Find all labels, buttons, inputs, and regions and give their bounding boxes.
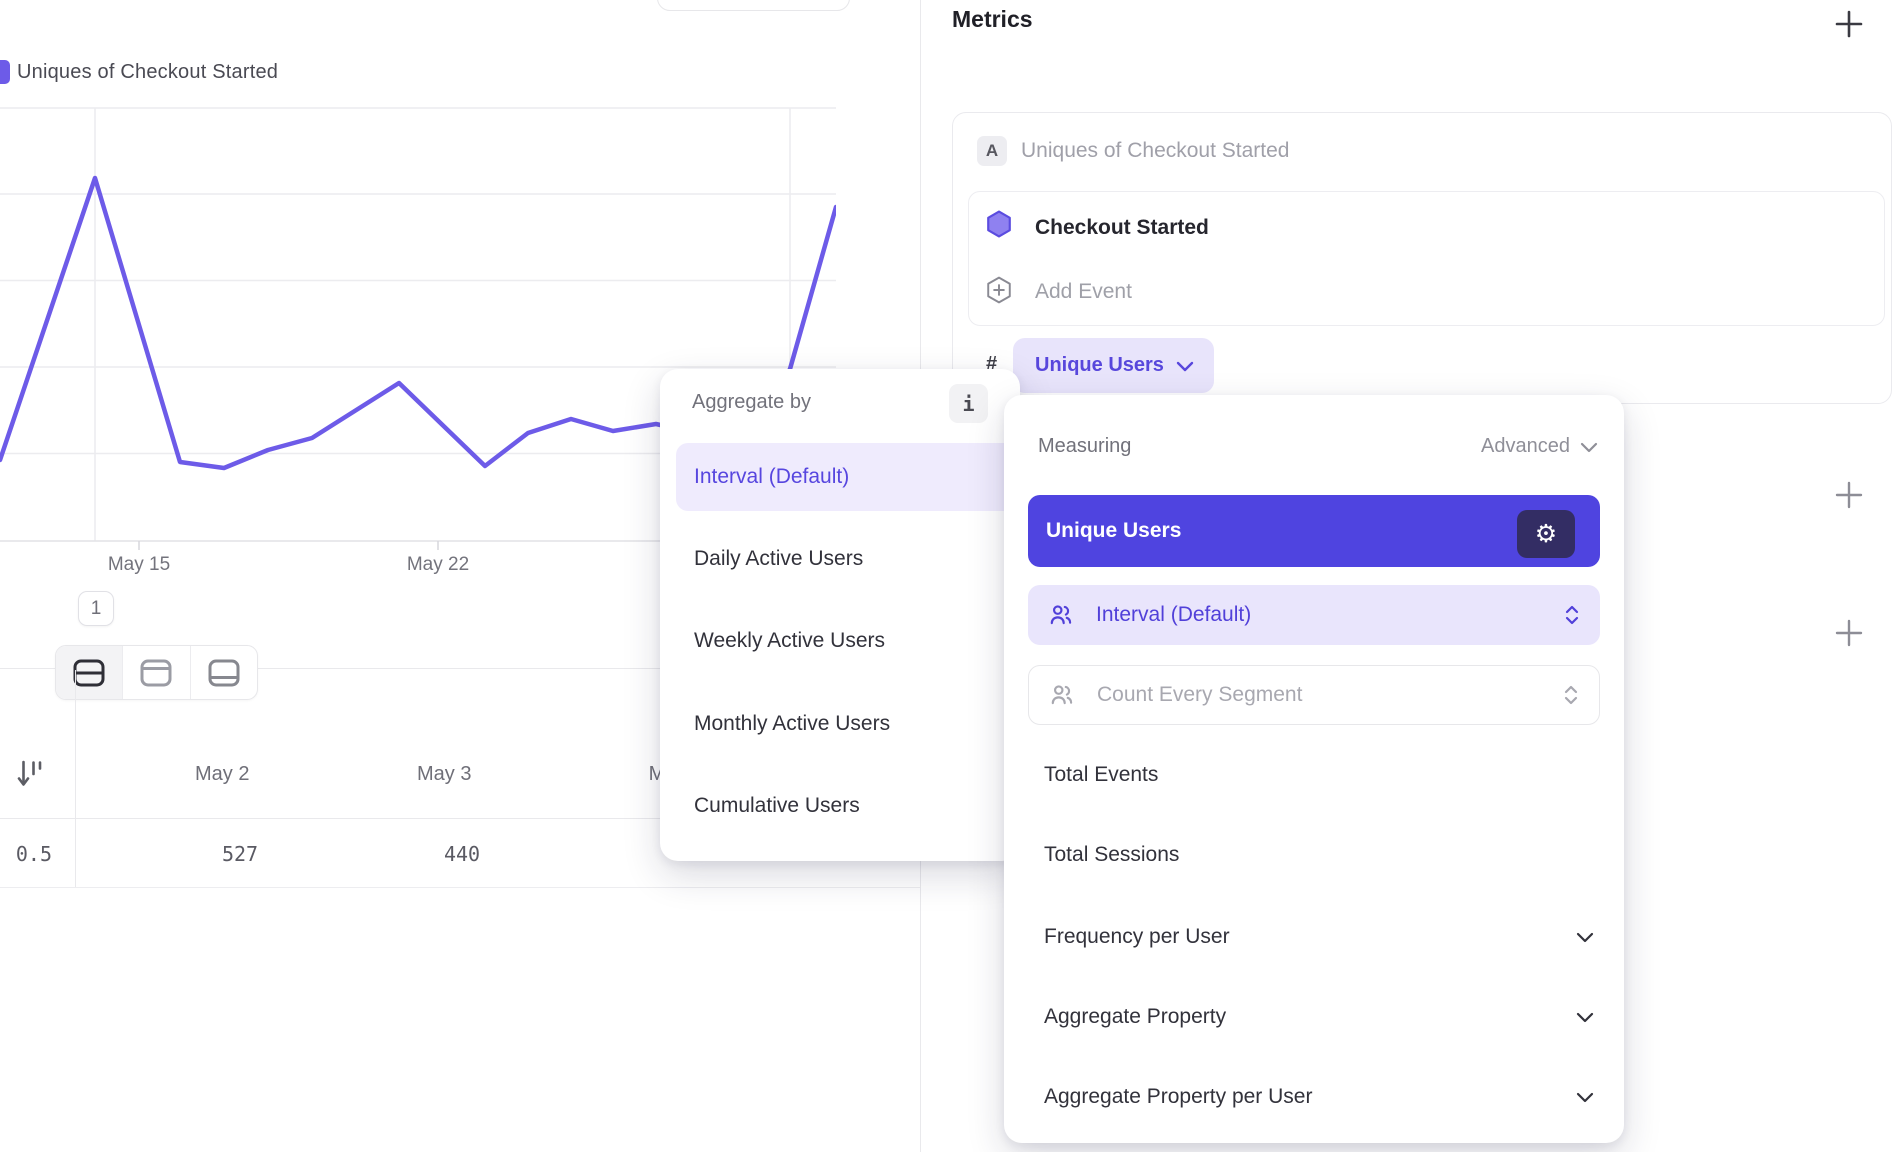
unique-users-selected-label: Unique Users [1046, 519, 1182, 542]
menu-item-label: Total Sessions [1044, 843, 1180, 866]
interval-select[interactable]: Interval (Default) [1028, 585, 1600, 645]
header-top-icon [140, 659, 172, 686]
measuring-option-aggregate-property-per-user[interactable]: Aggregate Property per User [1004, 1057, 1624, 1137]
chevron-down-icon [1576, 1012, 1594, 1023]
layout-header-top-button[interactable] [123, 646, 191, 699]
advanced-label: Advanced [1481, 435, 1570, 457]
aggregate-by-popup: Aggregate by i Interval (Default) Daily … [660, 369, 1022, 861]
gear-icon: ⚙ [1534, 519, 1558, 548]
table-header-may3[interactable]: May 3 [417, 763, 472, 785]
select-chevrons-icon [1565, 605, 1579, 625]
measuring-label: Measuring [1038, 435, 1132, 457]
chevron-down-icon [1576, 1092, 1594, 1103]
plus-icon [1835, 481, 1863, 509]
select-chevrons-icon [1564, 685, 1578, 705]
table-value-may3: 440 [443, 842, 481, 866]
unique-users-settings-button[interactable]: ⚙ [1517, 510, 1575, 558]
aggregate-option-dau[interactable]: Daily Active Users [694, 547, 864, 570]
legend-swatch [0, 60, 10, 84]
segment-count-select[interactable]: Count Every Segment [1028, 665, 1600, 725]
layout-split-horizontal-button[interactable] [56, 646, 124, 699]
event-name[interactable]: Checkout Started [1035, 216, 1209, 239]
x-tick-label-may15: May 15 [107, 554, 171, 575]
table-value-may2: 527 [221, 842, 259, 866]
chevron-down-icon [1176, 361, 1194, 371]
add-metric-button[interactable] [1834, 9, 1864, 39]
users-icon [1051, 685, 1073, 705]
unique-users-pill[interactable]: Unique Users [1013, 338, 1214, 393]
layout-toggle-group [55, 645, 258, 700]
metrics-panel-title: Metrics [952, 6, 1033, 32]
aggregate-option-interval-selected[interactable]: Interval (Default) [676, 443, 1022, 511]
plus-icon [1835, 10, 1863, 38]
advanced-mode-toggle[interactable]: Advanced [1481, 435, 1598, 458]
table-column-border [75, 670, 76, 887]
split-horizontal-icon [73, 659, 105, 686]
chevron-down-icon [1580, 442, 1598, 452]
chevron-down-icon [1576, 932, 1594, 943]
measuring-option-total-events[interactable]: Total Events [1004, 735, 1624, 815]
x-tick-label-may22: May 22 [406, 554, 470, 575]
table-row-border [0, 887, 920, 888]
x-axis-ticks [138, 541, 439, 550]
measurement-operator: # [986, 353, 998, 375]
table-header-may2[interactable]: May 2 [195, 763, 250, 785]
measuring-popup: Measuring Advanced Unique Users ⚙ Interv… [1004, 395, 1624, 1143]
chart-legend-label: Uniques of Checkout Started [17, 61, 279, 83]
section-divider [0, 668, 920, 669]
sort-descending-icon [17, 760, 41, 786]
info-button[interactable]: i [949, 384, 988, 423]
metric-letter-badge: A [977, 136, 1007, 166]
add-event-icon [985, 276, 1013, 309]
measuring-option-frequency-per-user[interactable]: Frequency per User [1004, 897, 1624, 977]
clipped-top-button[interactable] [657, 0, 850, 11]
aggregate-option-cumulative[interactable]: Cumulative Users [694, 794, 860, 817]
plus-icon [1835, 619, 1863, 647]
menu-item-label: Aggregate Property [1044, 1005, 1227, 1028]
menu-item-label: Frequency per User [1044, 925, 1230, 948]
add-event-button[interactable]: Add Event [1035, 280, 1132, 303]
aggregate-by-title: Aggregate by [692, 391, 811, 413]
aggregate-option-wau[interactable]: Weekly Active Users [694, 629, 885, 652]
unique-users-pill-label: Unique Users [1035, 354, 1164, 376]
aggregate-option-mau[interactable]: Monthly Active Users [694, 712, 891, 735]
users-icon [1050, 605, 1072, 625]
segment-count-select-label: Count Every Segment [1097, 683, 1303, 706]
metric-card-title: Uniques of Checkout Started [1021, 139, 1290, 162]
sort-descending-button[interactable] [14, 756, 44, 792]
event-hexagon-icon [985, 210, 1013, 243]
table-row-label-clipped: 0.5 [15, 842, 52, 866]
measuring-option-aggregate-property[interactable]: Aggregate Property [1004, 977, 1624, 1057]
menu-item-label: Total Events [1044, 763, 1159, 786]
table-header-border [0, 818, 920, 819]
add-filter-button[interactable] [1834, 480, 1864, 510]
event-block: Checkout Started Add Event [968, 191, 1885, 326]
menu-item-label: Aggregate Property per User [1044, 1085, 1313, 1108]
measuring-option-unique-users-selected[interactable]: Unique Users [1028, 495, 1600, 567]
interval-select-label: Interval (Default) [1096, 603, 1252, 626]
metric-card-a: A Uniques of Checkout Started Checkout S… [952, 112, 1892, 404]
measuring-option-total-sessions[interactable]: Total Sessions [1004, 815, 1624, 895]
layout-footer-bottom-button[interactable] [191, 646, 257, 699]
add-breakdown-button[interactable] [1834, 618, 1864, 648]
series-count-badge[interactable]: 1 [78, 591, 114, 626]
footer-bottom-icon [208, 659, 240, 686]
